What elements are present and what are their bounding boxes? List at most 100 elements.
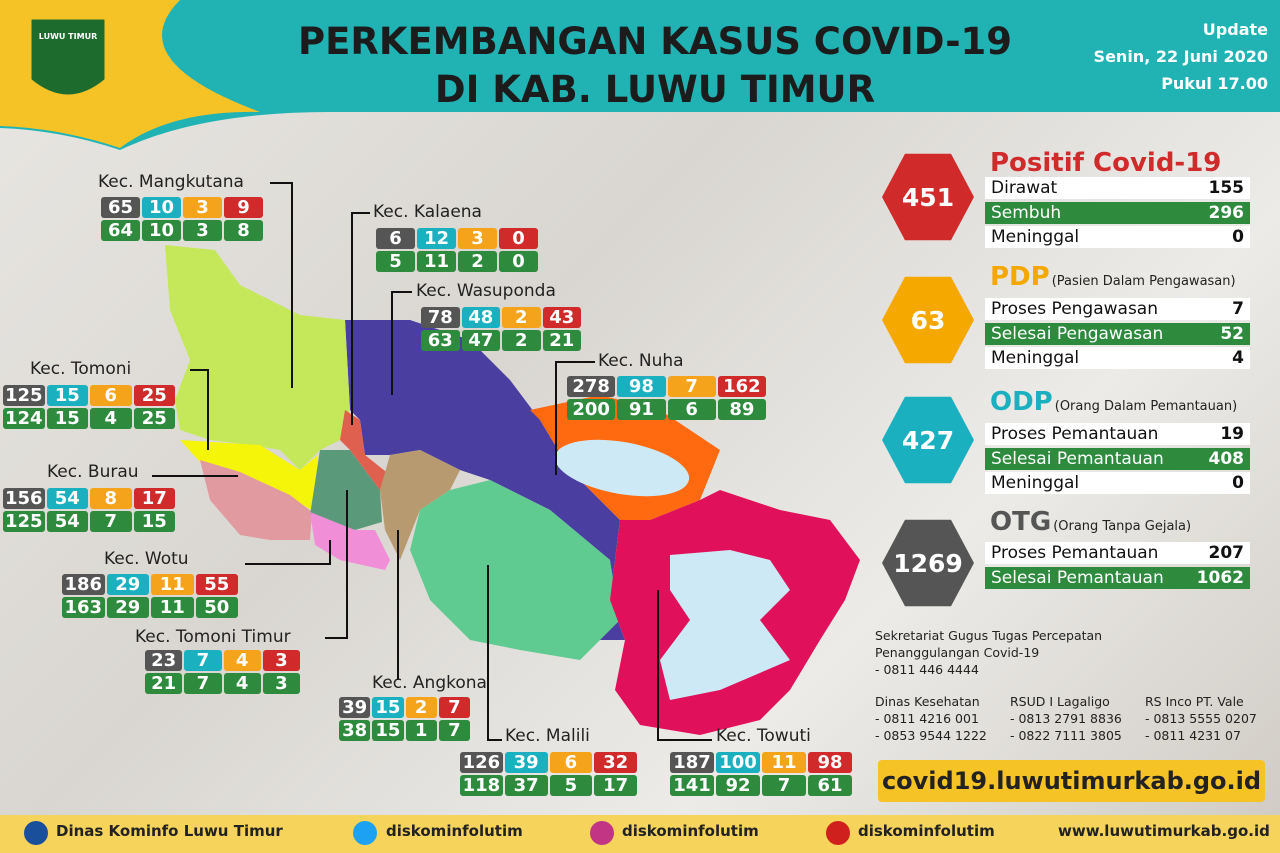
contact-column: RSUD I Lagaligo - 0813 2791 8836 - 0822 71…: [1010, 693, 1122, 744]
footer-link[interactable]: diskominfolutim: [858, 822, 995, 840]
lake-towuti: [660, 550, 790, 700]
case-title: ODP (Orang Dalam Pemantauan): [990, 387, 1237, 417]
lake-matano: [554, 439, 690, 497]
count-cell: 118: [460, 775, 503, 796]
case-row: Meninggal 4: [985, 347, 1250, 369]
header-band: [0, 0, 1280, 150]
count-cell: 0: [499, 251, 538, 272]
count-cell: 3: [262, 673, 300, 694]
district-counts: 6 12 3 0 5 11 2 0: [376, 228, 538, 272]
row-value: 4: [1232, 348, 1244, 368]
district-counts: 186 29 11 55 163 29 11 50: [62, 574, 238, 618]
row-label: Selesai Pemantauan: [991, 448, 1164, 469]
footer-link[interactable]: Dinas Kominfo Luwu Timur: [56, 822, 283, 840]
update-info: Update Senin, 22 Juni 2020 Pukul 17.00: [1094, 16, 1268, 97]
count-cell: 186: [62, 574, 105, 595]
case-row: Proses Pemantauan 19: [985, 423, 1250, 445]
count-cell: 3: [262, 650, 300, 671]
website[interactable]: covid19.luwutimurkab.go.id: [881, 767, 1262, 795]
count-cell: 25: [133, 385, 175, 406]
count-cell: 8: [90, 488, 132, 509]
case-title: OTG (Orang Tanpa Gejala): [990, 507, 1191, 537]
row-value: 7: [1232, 299, 1244, 319]
district-counts: 125 15 6 25 124 15 4 25: [3, 385, 175, 429]
footer-link[interactable]: diskominfolutim: [386, 822, 523, 840]
count-cell: 29: [106, 597, 149, 618]
row-value: 408: [1208, 448, 1245, 469]
row-value: 52: [1220, 323, 1244, 344]
count-cell: 1: [405, 720, 437, 741]
count-cell: 2: [458, 251, 497, 272]
logo-text: LUWU TIMUR: [38, 32, 98, 41]
count-cell: 10: [142, 197, 181, 218]
map: [165, 245, 860, 735]
count-cell: 3: [458, 228, 497, 249]
row-value: 207: [1208, 543, 1245, 563]
case-row: Meninggal 0: [985, 472, 1250, 494]
case-title-text: ODP: [990, 387, 1053, 417]
footer-link[interactable]: diskominfolutim: [622, 822, 759, 840]
burau-area: [200, 460, 312, 540]
case-row: Dirawat 155: [985, 177, 1250, 199]
count-cell: 63: [421, 330, 460, 351]
contact-line: Sekretariat Gugus Tugas Percepatan: [875, 628, 1103, 643]
district-counts: 156 54 8 17 125 54 7 15: [3, 488, 175, 532]
count-cell: 78: [421, 307, 460, 328]
count-cell: 7: [438, 720, 470, 741]
row-label: Sembuh: [991, 202, 1062, 223]
count-cell: 141: [670, 775, 714, 796]
count-cell: 38: [339, 720, 371, 741]
count-cell: 23: [145, 650, 183, 671]
contact-column: RS Inco PT. Vale - 0813 5555 0207 - 0811 4…: [1145, 693, 1257, 744]
row-value: 0: [1232, 473, 1244, 493]
case-row: Selesai Pemantauan 1062: [985, 566, 1250, 589]
district-name: Kec. Tomoni: [30, 359, 132, 379]
footer-link[interactable]: www.luwutimurkab.go.id: [1058, 822, 1270, 840]
count-cell: 11: [151, 597, 194, 618]
contact-line: RSUD I Lagaligo: [1010, 694, 1110, 709]
case-subtitle: (Orang Tanpa Gejala): [1053, 519, 1192, 534]
row-label: Meninggal: [991, 227, 1080, 247]
count-cell: 17: [133, 488, 175, 509]
count-cell: 11: [417, 251, 456, 272]
case-row: Sembuh 296: [985, 201, 1250, 224]
district-name: Kec. Towuti: [716, 726, 811, 746]
count-cell: 7: [184, 650, 222, 671]
count-cell: 278: [567, 376, 616, 397]
secretariat: Sekretariat Gugus Tugas Percepatan Penang…: [875, 627, 1102, 678]
case-row: Meninggal 0: [985, 226, 1250, 248]
count-cell: 21: [542, 330, 581, 351]
count-cell: 15: [46, 385, 88, 406]
case-title-text: Positif Covid-19: [990, 148, 1222, 178]
row-label: Proses Pemantauan: [991, 424, 1159, 444]
count-cell: 15: [372, 720, 404, 741]
count-cell: 7: [438, 697, 470, 718]
facebook-icon: [24, 821, 48, 845]
count-cell: 64: [101, 220, 140, 241]
count-cell: 17: [594, 775, 637, 796]
count-cell: 156: [3, 488, 45, 509]
count-cell: 37: [504, 775, 548, 796]
wasuponda-area: [345, 320, 625, 640]
count-cell: 0: [499, 228, 538, 249]
update-date: Senin, 22 Juni 2020: [1093, 47, 1268, 66]
malili-area: [410, 480, 620, 660]
count-cell: 47: [461, 330, 500, 351]
district-name: Kec. Tomoni Timur: [135, 627, 291, 647]
wotu-area: [310, 512, 390, 570]
count-cell: 124: [3, 408, 45, 429]
count-cell: 15: [133, 511, 175, 532]
count-cell: 126: [460, 752, 503, 773]
count-cell: 43: [542, 307, 581, 328]
count-cell: 54: [46, 511, 88, 532]
district-name: Kec. Nuha: [598, 351, 684, 371]
count-cell: 125: [3, 385, 45, 406]
case-subtitle: (Pasien Dalam Pengawasan): [1051, 274, 1236, 289]
count-cell: 98: [808, 752, 852, 773]
count-cell: 6: [90, 385, 132, 406]
count-cell: 61: [808, 775, 852, 796]
count-cell: 163: [62, 597, 105, 618]
count-cell: 4: [223, 673, 261, 694]
